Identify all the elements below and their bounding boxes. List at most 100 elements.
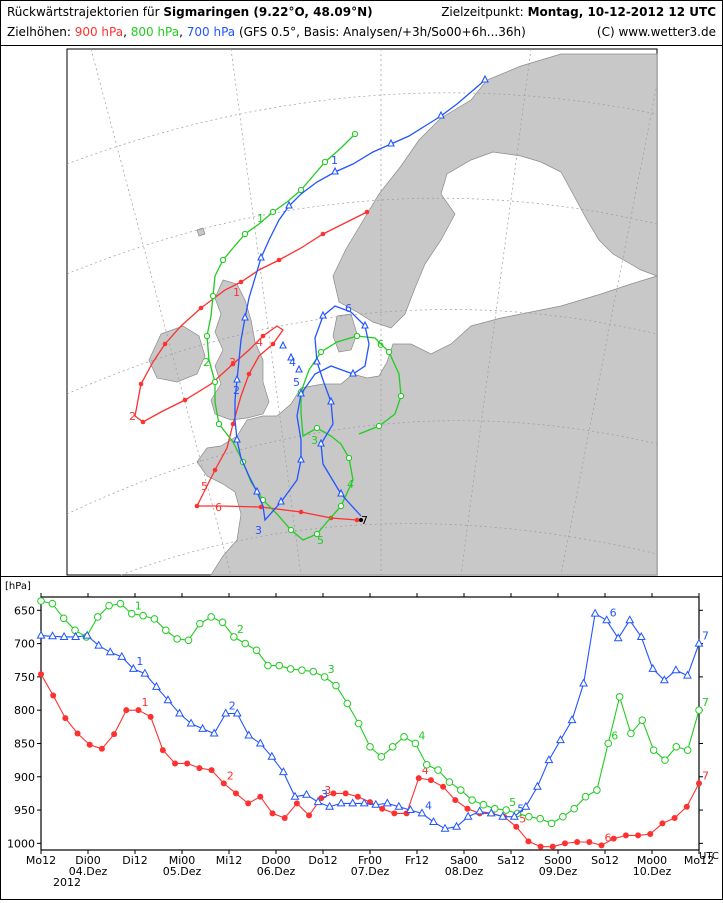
data-point-900 bbox=[196, 765, 203, 772]
y-tick-label: 800 bbox=[14, 704, 35, 717]
day-marker-label: 4 bbox=[418, 729, 425, 742]
data-point-700 bbox=[175, 708, 184, 717]
day-marker-label: 2 bbox=[237, 623, 244, 636]
data-point-700 bbox=[452, 821, 462, 830]
chart-panel: [hPa] UTC 2012 650 700 750 800 850 900 950 1000… bbox=[0, 577, 723, 900]
data-point-800 bbox=[196, 619, 204, 628]
data-point-700 bbox=[302, 789, 311, 798]
x-tick-label: Sa00 bbox=[450, 854, 478, 867]
data-point-700 bbox=[382, 798, 392, 807]
y-unit: [hPa] bbox=[5, 581, 31, 592]
data-point-800 bbox=[320, 673, 329, 681]
data-point-700 bbox=[359, 798, 369, 807]
data-point-800 bbox=[570, 804, 579, 813]
data-point-900 bbox=[464, 805, 471, 812]
data-point-700 bbox=[683, 670, 692, 679]
map-label-800-6: 6 bbox=[377, 338, 384, 351]
data-point-900 bbox=[318, 795, 325, 802]
data-point-800 bbox=[615, 693, 624, 701]
map-panel: 1 2 3 4 5 6 7 1 2 3 4 5 bbox=[0, 44, 723, 577]
data-point-900 bbox=[635, 832, 642, 839]
data-point-900 bbox=[671, 815, 678, 822]
data-point-800 bbox=[309, 667, 318, 676]
title-line: Rückwärtstrajektorien für Sigmaringen (9… bbox=[7, 5, 373, 19]
target-location-marker bbox=[359, 518, 363, 522]
copyright: (C) www.wetter3.de bbox=[596, 25, 716, 39]
data-point-900 bbox=[159, 747, 166, 754]
data-point-900 bbox=[610, 835, 617, 842]
map-label-800-4: 4 bbox=[347, 478, 354, 491]
data-point-900 bbox=[86, 741, 93, 748]
map-label-800-5: 5 bbox=[317, 534, 324, 547]
data-point-900 bbox=[208, 767, 215, 774]
map-line-700 bbox=[234, 79, 486, 522]
x-tick-label: Mo00 bbox=[637, 854, 667, 867]
map-triangles-700 bbox=[233, 74, 489, 505]
data-point-800 bbox=[479, 800, 488, 809]
data-point-800 bbox=[48, 599, 57, 608]
y-tick-label: 950 bbox=[14, 804, 35, 817]
map-label-900-6: 6 bbox=[215, 501, 222, 514]
data-point-700 bbox=[198, 723, 208, 732]
data-point-900 bbox=[598, 842, 605, 849]
y-tick-label: 900 bbox=[14, 771, 35, 784]
data-point-700 bbox=[290, 791, 300, 800]
data-point-800 bbox=[490, 804, 499, 813]
data-point-700 bbox=[394, 801, 404, 810]
y-tick-label: 750 bbox=[14, 671, 35, 684]
data-point-900 bbox=[111, 731, 118, 738]
data-point-800 bbox=[627, 729, 635, 738]
data-point-700 bbox=[278, 767, 288, 776]
data-point-900 bbox=[525, 838, 532, 845]
chart-plot-area: 1 2 3 4 5 6 7 1 2 3 4 5 6 7 1 2 3 4 5 6 7 bbox=[36, 597, 709, 850]
day-marker-label: 1 bbox=[141, 696, 148, 709]
map-label-700-2: 2 bbox=[233, 384, 240, 397]
data-point-900 bbox=[537, 843, 544, 850]
data-point-700 bbox=[82, 630, 92, 639]
data-point-700 bbox=[636, 631, 646, 640]
data-point-800 bbox=[37, 597, 45, 605]
x-tick-label: Mo12 bbox=[26, 854, 56, 867]
data-point-800 bbox=[173, 635, 181, 643]
pressure-chart: [hPa] UTC 2012 650 700 750 800 850 900 950 1000… bbox=[5, 581, 719, 889]
map-label-700-4: 4 bbox=[289, 356, 296, 369]
x-date-label: 07.Dez bbox=[351, 865, 390, 878]
data-point-700 bbox=[313, 797, 323, 806]
data-point-800 bbox=[207, 613, 215, 621]
x-tick-label: Mi00 bbox=[169, 854, 196, 867]
data-point-900 bbox=[269, 810, 276, 817]
data-point-700 bbox=[532, 781, 542, 790]
day-marker-label: 7 bbox=[702, 696, 709, 709]
data-point-700 bbox=[186, 718, 196, 727]
data-point-900 bbox=[50, 692, 57, 699]
map-label-900-3: 3 bbox=[229, 356, 236, 369]
data-point-700 bbox=[348, 798, 358, 807]
land-denmark bbox=[332, 313, 358, 353]
data-point-900 bbox=[379, 805, 386, 812]
map-label-900-7: 7 bbox=[361, 514, 368, 527]
data-point-700 bbox=[325, 801, 335, 810]
data-point-800 bbox=[184, 636, 193, 645]
data-point-900 bbox=[659, 820, 666, 827]
chart-axes: 650 700 750 800 850 900 950 1000 Mo12 Di00 Di12 Mi0… bbox=[7, 593, 714, 878]
data-point-900 bbox=[172, 760, 179, 767]
data-point-800 bbox=[547, 819, 556, 828]
data-point-800 bbox=[105, 601, 113, 610]
data-point-900 bbox=[184, 760, 191, 767]
day-marker-label: 7 bbox=[702, 769, 709, 782]
data-point-900 bbox=[74, 730, 81, 737]
year-label: 2012 bbox=[53, 876, 81, 889]
data-point-700 bbox=[221, 708, 231, 717]
data-point-800 bbox=[71, 626, 79, 635]
y-tick-label: 650 bbox=[14, 604, 35, 617]
data-point-900 bbox=[38, 671, 44, 678]
land-ireland bbox=[148, 325, 206, 383]
data-point-800 bbox=[400, 733, 408, 741]
map-label-900-5: 5 bbox=[201, 480, 208, 493]
data-point-800 bbox=[525, 812, 533, 821]
location: Sigmaringen (9.22°O, 48.09°N) bbox=[163, 5, 373, 19]
data-point-900 bbox=[147, 713, 154, 720]
data-point-700 bbox=[417, 808, 427, 817]
x-tick-label: So00 bbox=[544, 854, 572, 867]
data-point-800 bbox=[581, 792, 590, 801]
